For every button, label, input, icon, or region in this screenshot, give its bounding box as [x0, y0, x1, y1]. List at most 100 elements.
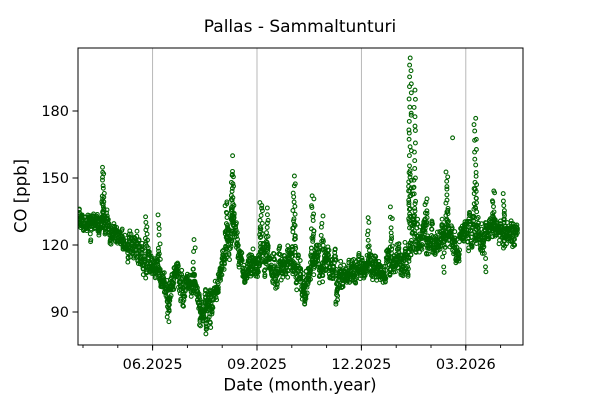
- data-point-marker: [402, 239, 408, 245]
- data-point-marker: [406, 136, 412, 142]
- data-point-marker: [230, 153, 236, 159]
- data-point-marker: [419, 246, 425, 252]
- data-point-marker: [412, 208, 418, 214]
- data-point-marker: [156, 226, 162, 232]
- data-point-marker: [512, 242, 518, 248]
- data-point-marker: [100, 204, 106, 210]
- y-axis-ticks: 90 120 150 180: [41, 104, 78, 321]
- x-tick-label: 06.2025: [123, 357, 183, 373]
- data-point-marker: [424, 222, 430, 228]
- data-point-marker: [405, 272, 411, 277]
- x-axis-ticks: 06.2025 09.2025 12.2025 03.2026: [82, 345, 502, 373]
- data-point-marker: [285, 274, 291, 280]
- data-point-marker: [316, 242, 322, 248]
- data-point-marker: [333, 257, 339, 263]
- data-point-marker: [292, 243, 298, 249]
- data-point-marker: [365, 232, 370, 238]
- data-point-marker: [407, 174, 413, 180]
- data-point-marker: [156, 248, 162, 254]
- data-point-marker: [157, 256, 163, 262]
- data-point-marker: [100, 183, 106, 189]
- data-point-marker: [262, 267, 268, 273]
- data-point-marker: [292, 233, 298, 239]
- data-point-marker: [78, 206, 82, 212]
- data-point-marker: [456, 258, 462, 264]
- data-point-marker: [406, 130, 412, 136]
- data-point-marker: [472, 128, 478, 134]
- data-point-marker: [383, 275, 389, 281]
- data-point-marker: [227, 257, 232, 263]
- data-point-marker: [411, 219, 417, 225]
- data-point-marker: [408, 90, 414, 96]
- data-point-marker: [483, 256, 489, 261]
- data-point-marker: [152, 275, 158, 281]
- data-point-marker: [445, 174, 451, 180]
- data-point-marker: [406, 200, 412, 206]
- data-point-marker: [412, 114, 418, 120]
- data-point-marker: [356, 253, 362, 259]
- data-point-marker: [445, 205, 451, 211]
- data-point-marker: [456, 239, 462, 245]
- data-point-marker: [264, 225, 270, 230]
- data-point-marker: [444, 186, 450, 192]
- data-point-marker: [209, 311, 215, 317]
- data-point-marker: [481, 244, 487, 250]
- data-point-marker: [474, 182, 480, 188]
- data-point-marker: [234, 240, 240, 246]
- data-point-marker: [472, 186, 478, 192]
- data-point-marker: [176, 271, 182, 277]
- data-point-marker: [473, 170, 479, 175]
- data-point-marker: [257, 235, 263, 240]
- data-point-marker: [406, 197, 412, 203]
- data-point-marker: [412, 140, 418, 146]
- data-point-marker: [88, 237, 94, 243]
- data-point-marker: [255, 269, 261, 275]
- data-point-marker: [302, 301, 308, 307]
- data-point-marker: [407, 62, 413, 68]
- data-point-marker: [101, 207, 107, 213]
- data-point-marker: [257, 217, 263, 223]
- data-point-marker: [472, 204, 478, 210]
- data-point-marker: [406, 255, 412, 261]
- data-point-marker: [178, 279, 184, 285]
- data-point-marker: [469, 244, 475, 250]
- data-point-marker: [408, 81, 414, 87]
- x-tick-label: 12.2025: [331, 357, 391, 373]
- data-point-marker: [473, 147, 479, 152]
- gridlines: [152, 48, 467, 345]
- data-point-marker: [430, 221, 435, 227]
- data-point-marker: [411, 177, 417, 183]
- data-point-marker: [504, 241, 509, 247]
- data-point-marker: [229, 216, 235, 221]
- data-point-marker: [257, 224, 263, 230]
- data-point-marker: [263, 234, 269, 240]
- data-point-marker: [257, 200, 263, 206]
- data-point-marker: [361, 273, 367, 279]
- data-point-marker: [308, 276, 313, 282]
- data-point-marker: [466, 235, 471, 241]
- data-point-marker: [259, 205, 265, 211]
- data-point-marker: [134, 233, 140, 239]
- data-point-marker: [318, 232, 324, 238]
- data-point-marker: [387, 204, 393, 210]
- data-point-marker: [381, 267, 387, 273]
- data-point-marker: [514, 230, 520, 236]
- data-point-marker: [295, 252, 301, 258]
- data-point-marker: [471, 122, 477, 128]
- data-point-marker: [500, 191, 506, 197]
- data-point-marker: [483, 269, 489, 275]
- data-point-marker: [444, 184, 450, 190]
- data-point-marker: [292, 223, 298, 228]
- data-point-marker: [134, 228, 140, 234]
- data-point-marker: [320, 273, 326, 279]
- data-point-marker: [192, 245, 198, 251]
- data-point-marker: [149, 255, 155, 261]
- data-point-marker: [442, 244, 448, 250]
- data-point-marker: [405, 266, 411, 272]
- data-point-marker: [475, 215, 481, 220]
- data-point-marker: [228, 206, 234, 212]
- data-point-marker: [333, 301, 339, 307]
- data-point-marker: [444, 197, 450, 203]
- data-point-marker: [218, 277, 223, 283]
- data-point-marker: [215, 287, 221, 292]
